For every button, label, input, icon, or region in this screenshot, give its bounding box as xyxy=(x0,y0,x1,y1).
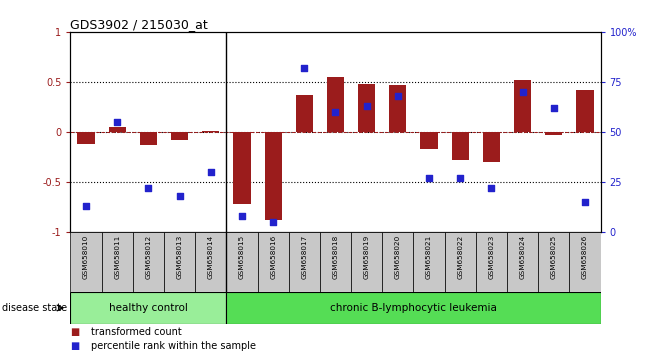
Point xyxy=(205,169,216,175)
Point xyxy=(174,193,185,199)
Point xyxy=(580,199,590,205)
Point xyxy=(81,203,91,209)
Text: GDS3902 / 215030_at: GDS3902 / 215030_at xyxy=(70,18,208,31)
Point xyxy=(361,103,372,109)
Bar xyxy=(389,85,407,132)
Text: transformed count: transformed count xyxy=(91,327,181,337)
Bar xyxy=(413,232,445,292)
Text: GSM658019: GSM658019 xyxy=(364,235,370,279)
Point xyxy=(548,105,559,111)
Text: GSM658012: GSM658012 xyxy=(146,235,152,279)
Bar xyxy=(483,132,500,162)
Text: percentile rank within the sample: percentile rank within the sample xyxy=(91,342,256,352)
Point xyxy=(423,175,434,181)
Text: GSM658014: GSM658014 xyxy=(208,235,214,279)
Text: GSM658020: GSM658020 xyxy=(395,235,401,279)
Text: ■: ■ xyxy=(70,327,80,337)
Text: GSM658011: GSM658011 xyxy=(114,235,120,279)
Point xyxy=(268,219,278,225)
Bar xyxy=(258,232,289,292)
Text: GSM658024: GSM658024 xyxy=(519,235,525,279)
Point xyxy=(237,213,248,219)
Bar xyxy=(109,127,125,132)
Text: GSM658017: GSM658017 xyxy=(301,235,307,279)
Text: healthy control: healthy control xyxy=(109,303,188,313)
Point xyxy=(330,109,341,115)
Text: GSM658022: GSM658022 xyxy=(457,235,463,279)
Text: GSM658010: GSM658010 xyxy=(83,235,89,279)
Bar xyxy=(226,292,601,324)
Text: GSM658026: GSM658026 xyxy=(582,235,588,279)
Text: GSM658013: GSM658013 xyxy=(176,235,183,279)
Bar xyxy=(164,232,195,292)
Bar xyxy=(476,232,507,292)
Bar xyxy=(358,84,375,132)
Bar xyxy=(195,232,226,292)
Bar xyxy=(226,232,258,292)
Bar xyxy=(538,232,570,292)
Bar xyxy=(351,232,382,292)
Point xyxy=(112,119,123,125)
Bar xyxy=(171,132,188,140)
Point xyxy=(455,175,466,181)
Text: ■: ■ xyxy=(70,342,80,352)
Text: chronic B-lymphocytic leukemia: chronic B-lymphocytic leukemia xyxy=(330,303,497,313)
Point xyxy=(299,65,310,71)
Bar xyxy=(70,232,101,292)
Bar xyxy=(546,132,562,135)
Text: GSM658016: GSM658016 xyxy=(270,235,276,279)
Text: disease state: disease state xyxy=(2,303,67,313)
Bar xyxy=(296,95,313,132)
Bar xyxy=(445,232,476,292)
Bar xyxy=(570,232,601,292)
Bar xyxy=(289,232,320,292)
Point xyxy=(393,93,403,99)
Bar xyxy=(507,232,538,292)
Bar xyxy=(421,132,437,149)
Point xyxy=(143,185,154,191)
Bar xyxy=(452,132,469,160)
Bar xyxy=(576,90,594,132)
Bar xyxy=(327,77,344,132)
Bar xyxy=(382,232,413,292)
Bar xyxy=(320,232,351,292)
Bar xyxy=(70,292,226,324)
Bar xyxy=(264,132,282,220)
Point xyxy=(517,89,528,95)
Bar xyxy=(140,132,157,145)
Text: GSM658015: GSM658015 xyxy=(239,235,245,279)
Point xyxy=(486,185,497,191)
Text: GSM658023: GSM658023 xyxy=(488,235,495,279)
Bar xyxy=(133,232,164,292)
Text: GSM658018: GSM658018 xyxy=(333,235,338,279)
Text: GSM658021: GSM658021 xyxy=(426,235,432,279)
Bar xyxy=(514,80,531,132)
Bar xyxy=(77,132,95,144)
Text: GSM658025: GSM658025 xyxy=(551,235,557,279)
Bar xyxy=(202,131,219,132)
Bar xyxy=(234,132,250,204)
Bar xyxy=(101,232,133,292)
